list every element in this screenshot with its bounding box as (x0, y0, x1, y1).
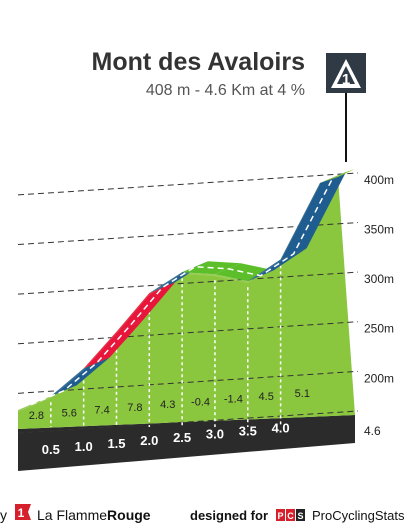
profile-fill (18, 177, 355, 429)
altitude-gridline (17, 172, 359, 196)
distance-markers (50, 265, 282, 427)
pcs-box-s (296, 509, 305, 521)
altitude-label: 400m (364, 173, 394, 187)
gradient-label: 5.6 (62, 407, 77, 419)
altitude-gridline (17, 370, 359, 394)
gradient-label: -0.4 (191, 396, 210, 408)
gradient-band (18, 169, 355, 413)
distance-label: 1.5 (107, 436, 125, 451)
altitude-label: 200m (364, 371, 394, 385)
designed-for-label: designed for (190, 508, 268, 523)
distance-label: 0.5 (42, 442, 60, 457)
altitude-label: 300m (364, 272, 394, 286)
profile-base-strip (18, 415, 355, 471)
category-number: 1 (342, 71, 350, 88)
pcs-box-c (286, 509, 295, 521)
gradient-segment-edge (280, 183, 320, 262)
altitude-gridline (17, 321, 359, 345)
gradient-label: 4.3 (160, 399, 175, 411)
climb-stats: 408 m - 4.6 Km at 4 % (146, 82, 305, 99)
altitude-gridline (17, 271, 359, 295)
gradient-label: 7.8 (127, 402, 142, 414)
gradient-label: 4.5 (259, 391, 274, 403)
gradient-segment-edge (149, 272, 183, 296)
profile-area (18, 177, 355, 429)
pcs-letter-p: P (277, 511, 283, 521)
gradient-segment (214, 263, 274, 282)
category-marker: 1 (326, 53, 366, 162)
summit-cap (320, 169, 355, 183)
brand-la-flamme: La Flamme (37, 507, 107, 523)
pcs-letter-c: C (287, 511, 294, 521)
gradient-segment-edge (214, 274, 248, 284)
gradient-segment-edge (182, 272, 215, 277)
gradient-segment-edge (50, 368, 84, 399)
gradient-segment-edge (83, 331, 117, 371)
distance-label: 1.0 (75, 439, 93, 454)
gradient-label: -1.4 (224, 394, 243, 406)
gradient-segment-edge (116, 293, 150, 334)
pcs-logo: P C S (276, 509, 305, 521)
altitude-gridline (17, 410, 359, 434)
distance-label: 4.0 (272, 421, 290, 436)
footer-cut-text: y (0, 507, 7, 523)
footer: y 1 La FlammeRouge designed for P C S Pr… (0, 504, 405, 523)
pcs-box-p (276, 509, 285, 521)
gradient-segment (50, 357, 110, 397)
pcs-letter-s: S (297, 511, 303, 521)
gradient-label: 5.1 (295, 388, 310, 400)
gradient-label: 2.8 (29, 410, 44, 422)
brand-rouge: Rouge (107, 507, 151, 523)
total-distance-label: 4.6 (364, 424, 381, 438)
pcs-name: ProCyclingStats (312, 508, 405, 523)
band-centre-line (30, 177, 334, 406)
gradient-label: 7.4 (94, 405, 109, 417)
distance-label: 3.5 (239, 424, 257, 439)
gradient-segment-edge (247, 259, 281, 284)
flame-flag-icon (15, 504, 31, 520)
svg-text:La FlammeRouge: La FlammeRouge (37, 507, 151, 523)
distance-label: 2.5 (173, 430, 191, 445)
distance-label: 3.0 (206, 427, 224, 442)
la-flamme-rouge-logo: 1 La FlammeRouge (15, 504, 151, 523)
gradient-segment (280, 172, 346, 260)
climb-title: Mont des Avaloirs (92, 48, 305, 76)
flag-number: 1 (18, 506, 25, 520)
altitude-label: 350m (364, 223, 394, 237)
altitude-label: 250m (364, 322, 394, 336)
profile-labels: 200m 250m 300m 350m 400m 2.8 5.6 7.4 7.8 4.3 -0.4 -… (29, 173, 394, 457)
distance-label: 2.0 (140, 433, 158, 448)
